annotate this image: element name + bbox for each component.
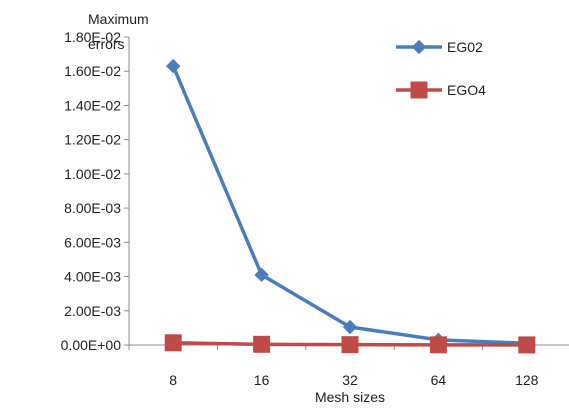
data-point bbox=[164, 334, 182, 352]
y-tick-label: 1.60E-02 bbox=[64, 63, 121, 79]
y-tick-label: 6.00E-03 bbox=[64, 234, 121, 250]
y-tick-label: 1.00E-02 bbox=[64, 166, 121, 182]
y-tick-label: 4.00E-03 bbox=[64, 269, 121, 285]
data-point bbox=[342, 319, 358, 335]
data-point bbox=[254, 267, 269, 283]
x-tick-label: 128 bbox=[515, 372, 539, 388]
series-eg02 bbox=[165, 58, 535, 351]
data-point bbox=[165, 58, 181, 74]
series-line bbox=[171, 65, 527, 346]
series-group bbox=[164, 58, 536, 354]
x-tick-label: 32 bbox=[342, 372, 358, 388]
y-tick-label: 1.40E-02 bbox=[64, 97, 121, 113]
legend-marker bbox=[410, 81, 428, 99]
y-axis-title-line1: Maximum bbox=[88, 11, 149, 27]
legend: EG02 EGO4 bbox=[396, 39, 486, 99]
x-tick-label: 16 bbox=[254, 372, 270, 388]
legend-marker bbox=[411, 39, 427, 55]
y-tick-label: 8.00E-03 bbox=[64, 200, 121, 216]
y-tick-label: 0.00E+00 bbox=[61, 337, 122, 353]
legend-label: EGO4 bbox=[447, 82, 486, 98]
y-tick-label: 2.00E-03 bbox=[64, 303, 121, 319]
data-point bbox=[341, 336, 359, 354]
data-point bbox=[429, 336, 447, 354]
y-tick-label: 1.20E-02 bbox=[64, 132, 121, 148]
data-point bbox=[518, 336, 536, 354]
legend-item: EG02 bbox=[396, 39, 483, 55]
x-tick-label: 8 bbox=[169, 372, 177, 388]
y-tick-label: 1.80E-02 bbox=[64, 29, 121, 45]
legend-item: EGO4 bbox=[396, 81, 486, 99]
y-axis-title-line2: errors bbox=[88, 36, 125, 52]
y-axis-ticks: 0.00E+00 2.00E-03 4.00E-03 6.00E-03 8.00E-03… bbox=[61, 29, 129, 353]
x-tick-label: 64 bbox=[431, 372, 447, 388]
legend-label: EG02 bbox=[447, 39, 483, 55]
data-point bbox=[253, 335, 271, 353]
series-ego4 bbox=[164, 334, 536, 354]
x-axis-ticks: 8 16 32 64 128 bbox=[128, 345, 539, 388]
x-axis-title: Mesh sizes bbox=[315, 389, 385, 405]
